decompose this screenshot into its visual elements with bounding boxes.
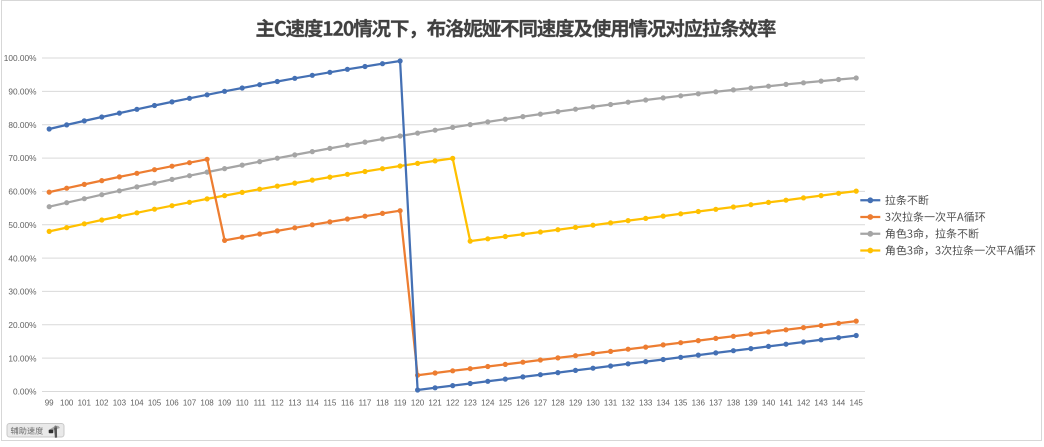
svg-text:114: 114 — [306, 398, 319, 407]
svg-text:70.00%: 70.00% — [8, 153, 37, 163]
svg-text:100: 100 — [60, 398, 74, 407]
svg-text:130: 130 — [586, 398, 600, 407]
svg-text:107: 107 — [183, 398, 197, 407]
svg-text:103: 103 — [113, 398, 127, 407]
svg-text:138: 138 — [727, 398, 741, 407]
svg-text:121: 121 — [428, 398, 442, 407]
svg-text:115: 115 — [324, 398, 337, 407]
svg-text:143: 143 — [814, 398, 828, 407]
svg-text:110: 110 — [236, 398, 249, 407]
svg-text:109: 109 — [218, 398, 232, 407]
svg-text:127: 127 — [534, 398, 548, 407]
svg-text:20.00%: 20.00% — [8, 320, 37, 330]
svg-text:10.00%: 10.00% — [8, 353, 37, 363]
svg-text:99: 99 — [45, 398, 54, 407]
svg-text:104: 104 — [130, 398, 144, 407]
svg-text:126: 126 — [516, 398, 530, 407]
svg-text:100.00%: 100.00% — [4, 53, 37, 63]
svg-text:145: 145 — [850, 398, 864, 407]
svg-text:108: 108 — [200, 398, 214, 407]
svg-text:30.00%: 30.00% — [8, 287, 37, 297]
svg-text:111: 111 — [254, 398, 267, 407]
svg-text:117: 117 — [359, 398, 372, 407]
svg-text:101: 101 — [78, 398, 92, 407]
svg-text:141: 141 — [779, 398, 793, 407]
svg-text:122: 122 — [446, 398, 460, 407]
svg-text:118: 118 — [376, 398, 389, 407]
svg-text:105: 105 — [148, 398, 162, 407]
svg-text:0.00%: 0.00% — [13, 387, 37, 397]
svg-text:133: 133 — [639, 398, 653, 407]
svg-text:137: 137 — [709, 398, 723, 407]
svg-text:40.00%: 40.00% — [8, 253, 37, 263]
svg-text:50.00%: 50.00% — [8, 220, 37, 230]
svg-text:113: 113 — [288, 398, 301, 407]
svg-text:129: 129 — [569, 398, 583, 407]
svg-text:140: 140 — [762, 398, 776, 407]
svg-text:132: 132 — [621, 398, 635, 407]
svg-text:139: 139 — [744, 398, 758, 407]
svg-text:134: 134 — [657, 398, 671, 407]
svg-text:136: 136 — [692, 398, 706, 407]
svg-text:142: 142 — [797, 398, 811, 407]
svg-text:116: 116 — [341, 398, 354, 407]
svg-text:123: 123 — [464, 398, 478, 407]
svg-text:128: 128 — [551, 398, 565, 407]
svg-text:131: 131 — [604, 398, 618, 407]
svg-text:125: 125 — [499, 398, 513, 407]
svg-text:102: 102 — [95, 398, 109, 407]
svg-text:135: 135 — [674, 398, 688, 407]
svg-text:60.00%: 60.00% — [8, 187, 37, 197]
svg-text:80.00%: 80.00% — [8, 120, 37, 130]
svg-text:144: 144 — [832, 398, 846, 407]
svg-text:106: 106 — [165, 398, 179, 407]
svg-text:112: 112 — [271, 398, 284, 407]
svg-text:124: 124 — [481, 398, 495, 407]
svg-text:120: 120 — [411, 398, 425, 407]
svg-text:119: 119 — [394, 398, 407, 407]
svg-text:90.00%: 90.00% — [8, 87, 37, 97]
